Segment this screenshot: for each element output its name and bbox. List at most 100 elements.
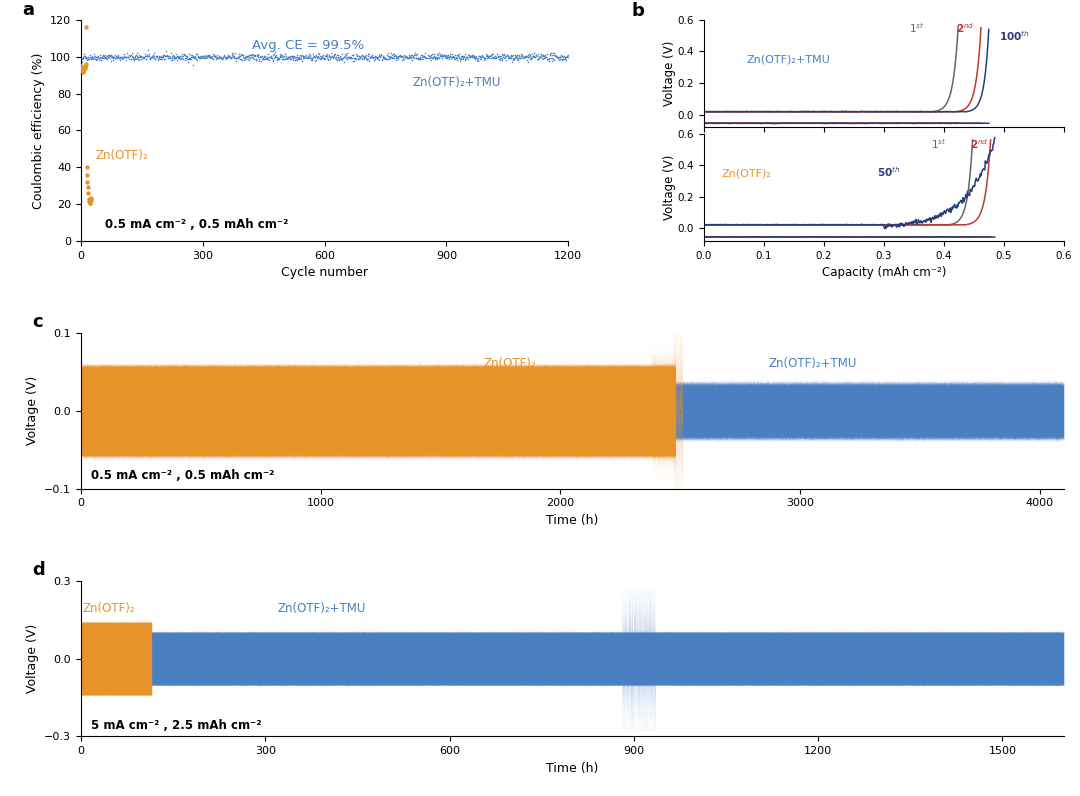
Point [146, 53, 163, 65]
Point [127, 49, 145, 61]
Point [161, 52, 178, 64]
Point [308, 50, 325, 63]
Point [390, 50, 407, 63]
Point [530, 51, 548, 64]
Point [143, 50, 160, 63]
Point [139, 50, 157, 63]
Point [350, 50, 367, 63]
Point [259, 53, 276, 65]
Point [136, 50, 153, 63]
Point [175, 47, 192, 60]
Point [381, 52, 399, 64]
Point [318, 49, 335, 62]
Point [422, 53, 440, 66]
Point [365, 50, 382, 63]
Point [73, 53, 91, 66]
Point [423, 52, 441, 64]
Point [424, 50, 442, 63]
Point [140, 49, 158, 62]
Point [387, 49, 404, 62]
Point [211, 52, 228, 64]
Point [464, 49, 482, 61]
Point [76, 52, 93, 64]
Point [351, 51, 368, 64]
Point [540, 53, 557, 65]
Point [300, 47, 318, 60]
Point [351, 49, 368, 62]
Point [150, 49, 167, 62]
Point [266, 51, 283, 64]
Point [203, 51, 220, 64]
Point [294, 55, 311, 68]
Point [334, 53, 351, 66]
Point [555, 51, 572, 64]
Point [321, 49, 338, 62]
Point [418, 52, 435, 64]
Point [391, 49, 408, 61]
Point [409, 51, 427, 64]
Point [299, 52, 316, 64]
Point [357, 52, 375, 64]
Point [272, 51, 289, 64]
Point [212, 50, 229, 63]
Point [218, 50, 235, 63]
Point [416, 50, 433, 63]
Point [130, 53, 147, 65]
Point [446, 50, 463, 63]
Point [379, 46, 396, 59]
Point [154, 50, 172, 63]
Point [78, 52, 95, 64]
Point [225, 49, 242, 62]
Point [482, 49, 499, 62]
Point [78, 50, 95, 63]
Point [463, 49, 481, 61]
Point [534, 49, 551, 62]
Point [104, 49, 121, 62]
Point [282, 49, 299, 62]
Point [388, 53, 405, 66]
Point [226, 47, 243, 60]
Point [108, 49, 125, 62]
Point [500, 50, 517, 63]
Point [175, 49, 192, 62]
Point [242, 50, 259, 63]
Point [555, 53, 572, 65]
Point [220, 49, 238, 62]
Point [307, 50, 324, 63]
Point [545, 47, 563, 60]
Point [289, 53, 307, 65]
Point [345, 49, 362, 61]
Point [552, 50, 569, 63]
Point [138, 49, 156, 62]
Point [361, 54, 378, 67]
Point [474, 51, 491, 64]
Point [167, 47, 185, 60]
Point [78, 21, 95, 33]
Point [395, 53, 413, 65]
Point [559, 50, 577, 63]
Point [225, 47, 242, 60]
Point [307, 54, 324, 67]
Point [267, 49, 284, 61]
Point [518, 50, 536, 63]
Point [376, 50, 393, 63]
Point [380, 50, 397, 63]
Point [335, 55, 352, 68]
Point [253, 51, 270, 64]
Point [519, 49, 537, 62]
Point [514, 49, 531, 62]
Point [81, 49, 98, 61]
Point [326, 52, 343, 64]
Point [75, 65, 92, 78]
Point [544, 53, 562, 66]
Point [485, 50, 502, 63]
Point [79, 53, 96, 65]
Point [360, 48, 377, 60]
Point [267, 45, 284, 58]
Point [283, 49, 300, 62]
Point [238, 49, 255, 62]
Point [349, 49, 366, 62]
Point [217, 51, 234, 64]
Point [364, 50, 381, 63]
Point [244, 48, 261, 60]
